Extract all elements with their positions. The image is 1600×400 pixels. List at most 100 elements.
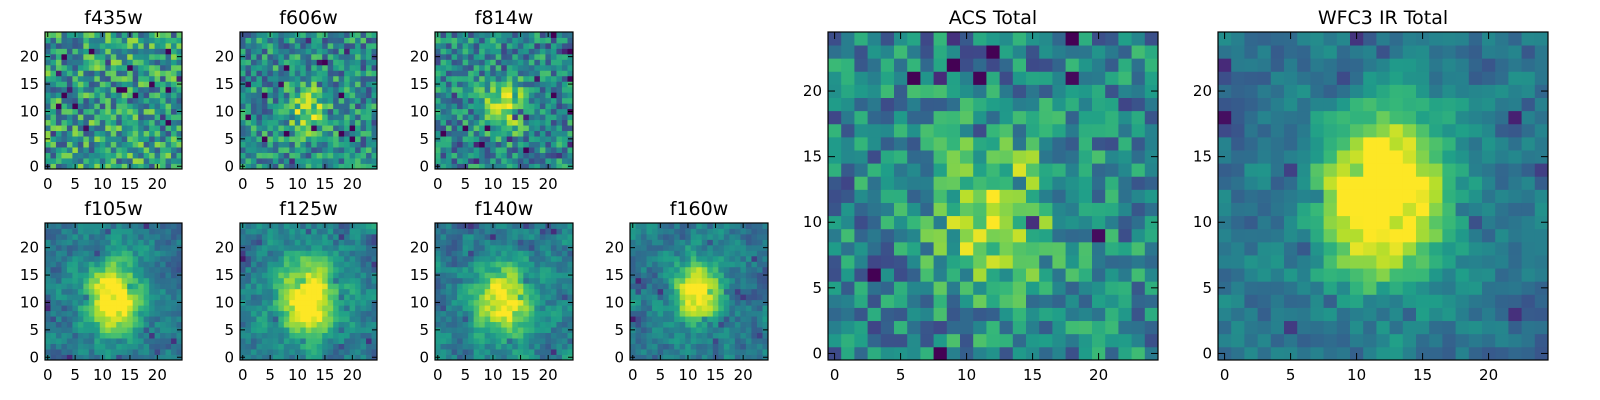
heatmap-cell [652, 316, 658, 323]
heatmap-cell [701, 228, 708, 235]
heatmap-cell [641, 228, 647, 235]
heatmap-cell [490, 316, 497, 323]
heatmap-cell [880, 333, 895, 348]
heatmap-cell [973, 320, 987, 335]
heatmap-cell [127, 349, 134, 355]
heatmap-cell [556, 354, 563, 361]
heatmap-cell [77, 327, 84, 333]
heatmap-cell [305, 223, 312, 229]
heatmap-cell [756, 288, 763, 295]
heatmap-cell [446, 343, 452, 350]
heatmap-cell [506, 147, 513, 153]
heatmap-cell [506, 277, 513, 284]
heatmap-cell [338, 75, 345, 82]
heatmap-cell [556, 228, 563, 235]
heatmap-cell [545, 266, 552, 273]
heatmap-cell [138, 125, 145, 132]
heatmap-cell [539, 321, 546, 328]
heatmap-cell [327, 332, 334, 339]
heatmap-cell [501, 108, 508, 115]
heatmap-cell [506, 250, 513, 257]
heatmap-cell [933, 346, 948, 361]
heatmap-cell [718, 283, 725, 290]
heatmap-cell [495, 86, 502, 93]
heatmap-cell [116, 48, 123, 55]
heatmap-cell [528, 37, 535, 44]
heatmap-cell [630, 250, 636, 257]
heatmap-cell [550, 103, 557, 110]
heatmap-cell [734, 272, 741, 279]
heatmap-cell [701, 244, 708, 251]
heatmap-cell [61, 261, 68, 268]
heatmap-cell [1078, 307, 1093, 322]
heatmap-cell [45, 64, 51, 71]
heatmap-cell [116, 343, 123, 350]
heatmap-cell [127, 37, 134, 44]
heatmap-cell [828, 307, 842, 322]
heatmap-cell [344, 114, 350, 121]
heatmap-cell [457, 316, 463, 323]
heatmap-cell [1078, 176, 1093, 190]
heatmap-cell [316, 119, 323, 126]
heatmap-cell [933, 294, 948, 308]
heatmap-cell [171, 158, 177, 164]
heatmap-cell [473, 299, 480, 306]
heatmap-cell [45, 92, 51, 99]
heatmap-cell [165, 103, 172, 110]
heatmap-cell [506, 53, 513, 60]
heatmap-cell [66, 158, 73, 164]
heatmap-cell [484, 283, 491, 290]
heatmap-cell [344, 86, 350, 93]
heatmap-cell [110, 316, 117, 323]
heatmap-cell [278, 42, 285, 49]
heatmap-cell [327, 130, 334, 137]
heatmap-cell [316, 354, 323, 361]
heatmap-cell [110, 158, 117, 164]
heatmap-cell [105, 255, 112, 262]
heatmap-cell [88, 272, 95, 279]
heatmap-cell [534, 332, 541, 339]
heatmap-cell [110, 354, 117, 361]
heatmap-cell [690, 354, 697, 361]
heatmap-cell [473, 119, 480, 126]
heatmap-cell [322, 244, 329, 251]
heatmap-cell [99, 310, 106, 317]
heatmap-cell [256, 223, 263, 229]
heatmap-cell [305, 343, 312, 350]
heatmap-cell [468, 305, 475, 312]
heatmap-cell [267, 147, 274, 153]
heatmap-cell [484, 349, 491, 355]
heatmap-cell [171, 92, 177, 99]
heatmap-cell [344, 141, 350, 148]
heatmap-cell [371, 92, 378, 99]
heatmap-cell [94, 81, 101, 88]
heatmap-cell [501, 266, 508, 273]
heatmap-cell [561, 75, 568, 82]
heatmap-cell [550, 59, 557, 66]
heatmap-cell [696, 354, 703, 361]
heatmap-cell [261, 255, 268, 262]
heatmap-cell [355, 86, 361, 93]
heatmap-cell [734, 255, 741, 262]
heatmap-cell [327, 261, 334, 268]
heatmap-cell [756, 261, 763, 268]
heatmap-cell [435, 119, 441, 126]
heatmap-cell [960, 215, 974, 230]
heatmap-cell [45, 316, 51, 323]
heatmap-cell [132, 114, 139, 121]
heatmap-cell [657, 261, 664, 268]
heatmap-cell [468, 70, 475, 77]
heatmap-cell [523, 141, 530, 148]
heatmap-cell [517, 321, 524, 328]
heatmap-cell [462, 277, 469, 284]
y-tick-label: 20 [410, 239, 429, 257]
heatmap-cell [712, 272, 719, 279]
heatmap-cell [528, 244, 535, 251]
heatmap-cell [171, 327, 177, 333]
heatmap-cell [121, 75, 128, 82]
heatmap-cell [734, 283, 741, 290]
heatmap-cell [45, 261, 51, 268]
heatmap-cell [517, 310, 524, 317]
heatmap-cell [272, 103, 279, 110]
heatmap-cell [171, 294, 177, 301]
